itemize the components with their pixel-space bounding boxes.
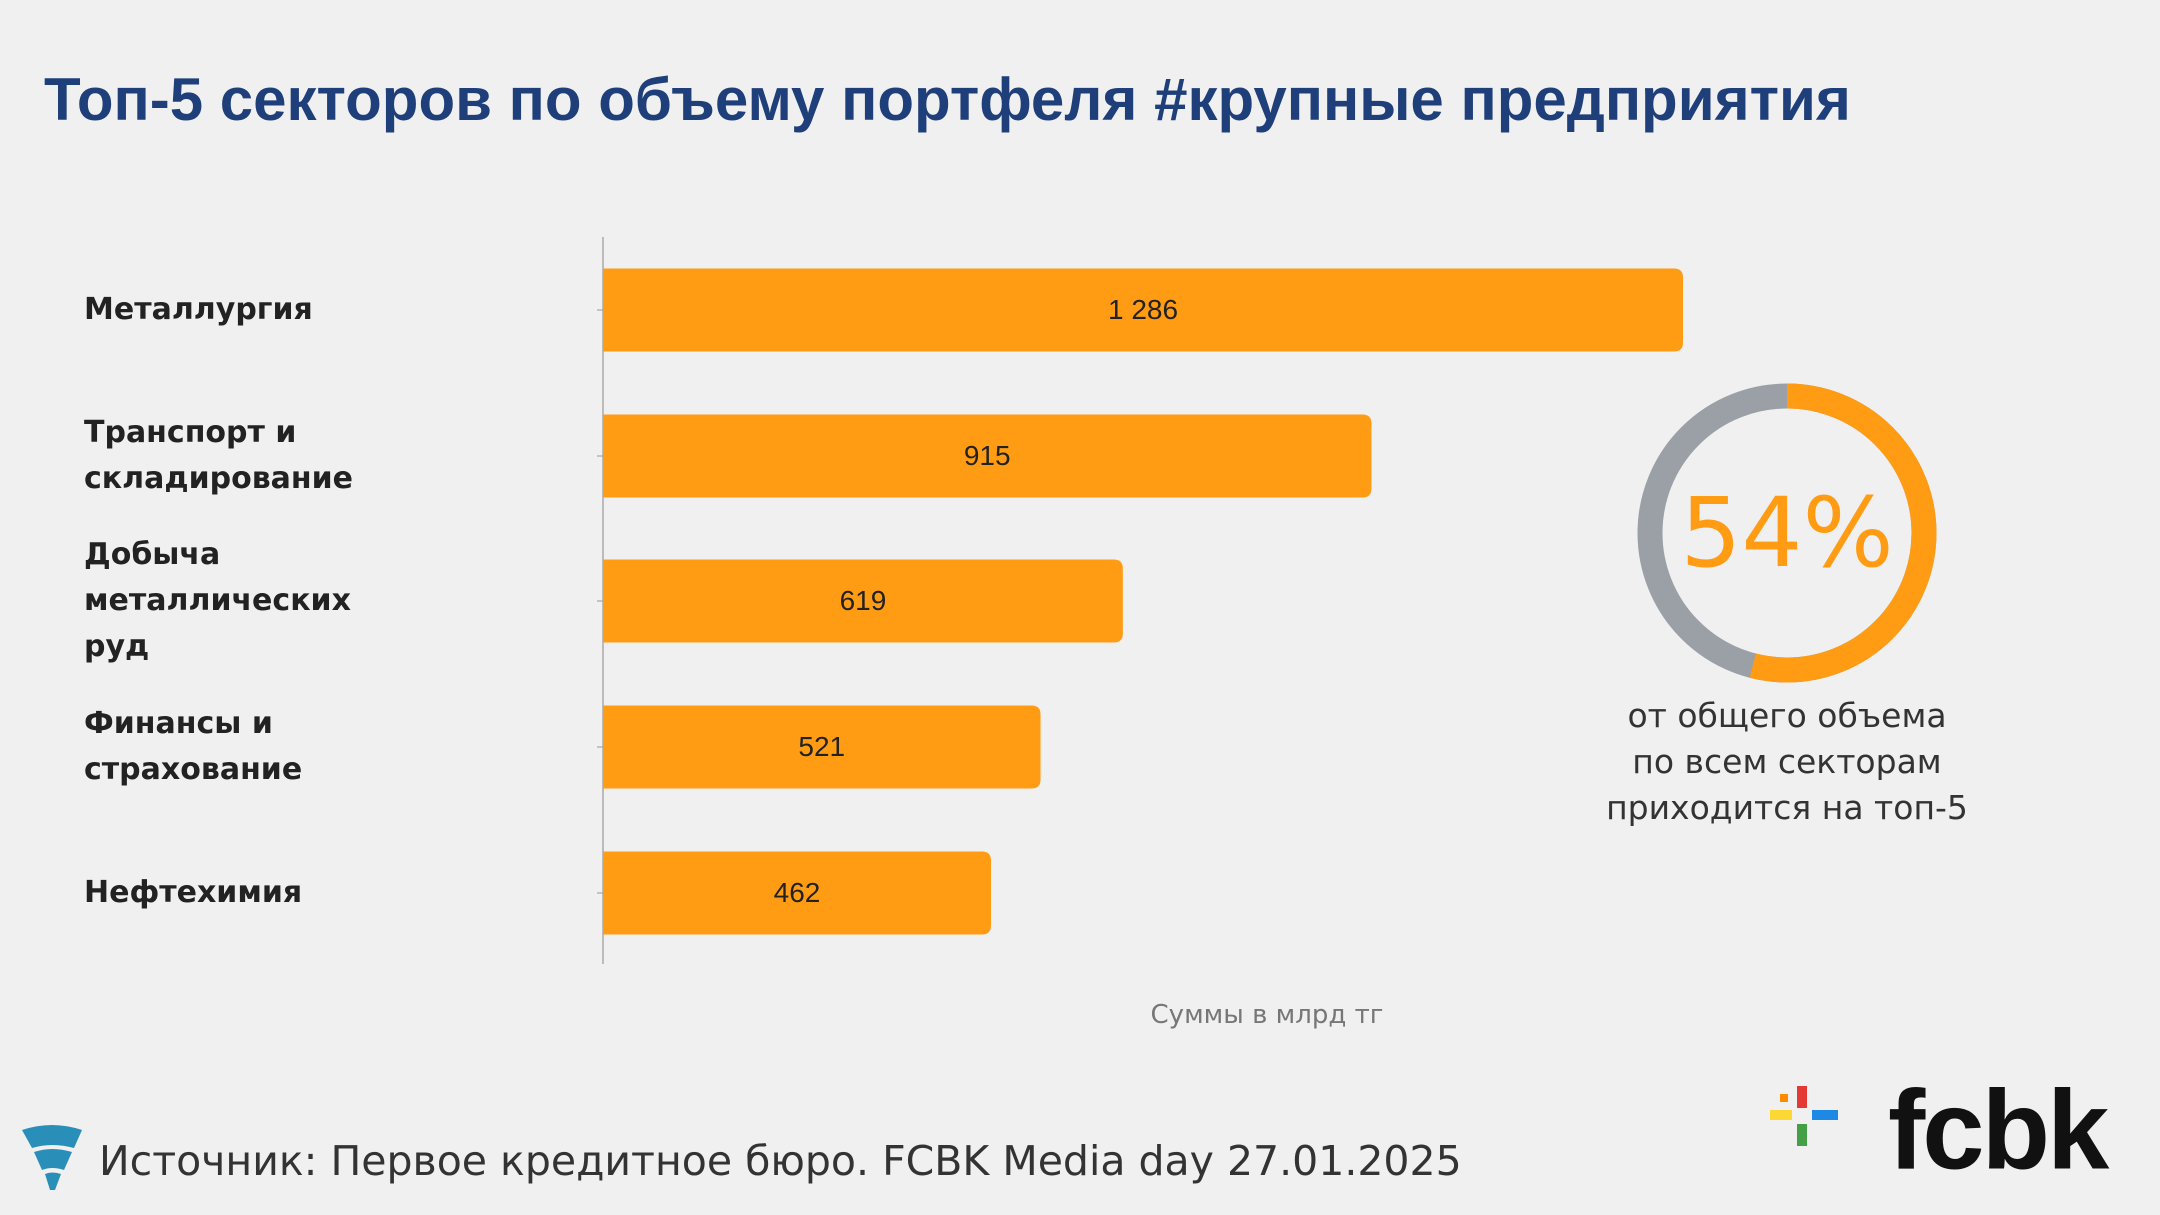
- logo-part: [1797, 1124, 1807, 1146]
- data-label: 915: [963, 440, 1011, 471]
- donut-label: 54%: [1680, 477, 1894, 589]
- icon-part: [34, 1149, 72, 1170]
- logo-mark: [1770, 1086, 1838, 1146]
- bar: [603, 705, 1041, 789]
- y-tick-label: Нефтехимия: [84, 875, 303, 910]
- y-tick-label: Транспорт и складирование: [84, 415, 354, 496]
- logo-part: [1797, 1086, 1807, 1108]
- bar: [603, 851, 991, 935]
- logo-part: [1770, 1110, 1792, 1120]
- logo-part: [1812, 1110, 1838, 1120]
- y-tick-label: Металлургия: [84, 292, 313, 327]
- y-tick-label: Финансы и страхование: [84, 706, 303, 787]
- data-label: 619: [839, 585, 887, 616]
- source-icon: [22, 1125, 82, 1190]
- bar: [603, 559, 1123, 643]
- axis-note: Суммы в млрд тг: [1150, 1000, 1384, 1030]
- donut-caption: от общего объема по всем секторам приход…: [1606, 696, 1968, 827]
- logo: fcbk: [1888, 1067, 2109, 1193]
- y-tick-label: Добыча металлических руд: [84, 537, 351, 664]
- icon-part: [22, 1125, 82, 1148]
- logo-part: [1780, 1094, 1788, 1102]
- data-label: 521: [798, 731, 846, 762]
- icon-part: [45, 1172, 61, 1190]
- bar: [603, 414, 1372, 498]
- bar: [603, 268, 1683, 352]
- data-label: 1 286: [1107, 294, 1179, 325]
- chart-title: Топ-5 секторов по объему портфеля #крупн…: [44, 66, 1851, 133]
- donut-segment: [1637, 383, 1937, 683]
- data-label: 462: [773, 877, 821, 908]
- source: Источник: Первое кредитное бюро. FCBK Me…: [99, 1137, 1462, 1185]
